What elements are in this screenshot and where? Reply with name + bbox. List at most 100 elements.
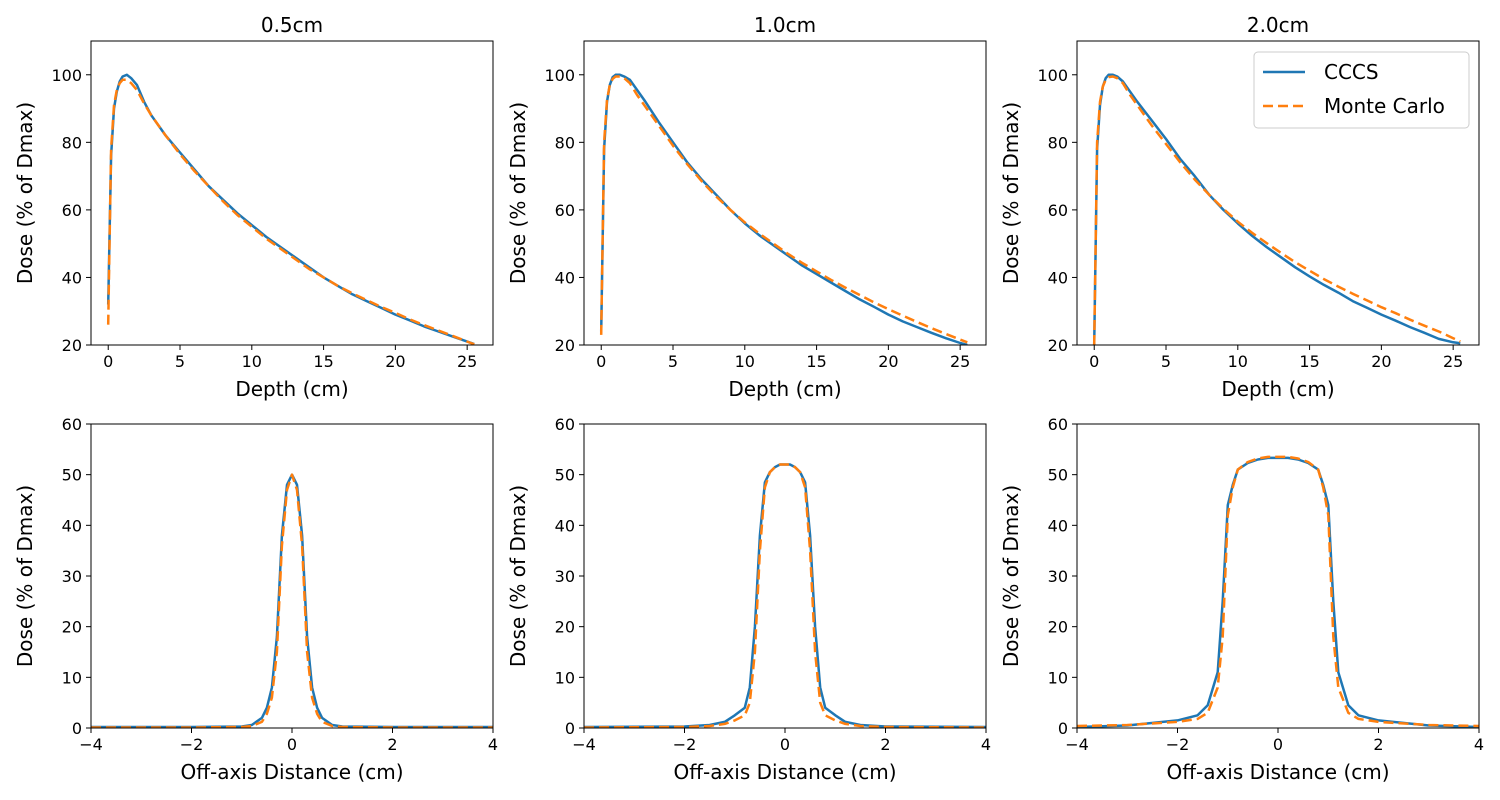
y-axis-label: Dose (% of Dmax) xyxy=(506,102,530,284)
x-axis-label: Depth (cm) xyxy=(728,377,841,401)
y-tick-label: 0 xyxy=(565,719,575,738)
y-tick-label: 100 xyxy=(1037,66,1068,85)
x-tick-label: 5 xyxy=(175,352,185,371)
y-tick-label: 40 xyxy=(555,268,575,287)
series-line-monte-carlo xyxy=(599,75,968,344)
y-tick-label: 80 xyxy=(1048,133,1068,152)
x-tick-label: 10 xyxy=(735,352,755,371)
x-tick-label: −2 xyxy=(180,735,204,754)
y-tick-label: 10 xyxy=(62,668,82,687)
axes-frame xyxy=(1076,40,1480,346)
x-tick-label: −4 xyxy=(572,735,596,754)
chart-panel-2: 0 5 10 15 20 25 20 40 60 80 100 Depth (cm) Dose (% o… xyxy=(506,13,987,401)
x-axis-label: Off-axis Distance (cm) xyxy=(673,760,896,784)
y-tick-label: 20 xyxy=(62,336,82,355)
x-tick-label: −4 xyxy=(1065,735,1089,754)
x-tick-label: 0 xyxy=(103,352,113,371)
y-axis-label: Dose (% of Dmax) xyxy=(999,102,1023,284)
x-tick-label: 20 xyxy=(385,352,405,371)
axes-frame xyxy=(90,40,494,346)
legend-label-monte-carlo: Monte Carlo xyxy=(1324,94,1445,118)
x-tick-label: 5 xyxy=(668,352,678,371)
y-tick-label: 20 xyxy=(62,618,82,637)
series-line-monte-carlo xyxy=(584,463,986,728)
y-tick-label: 60 xyxy=(555,415,575,434)
x-tick-label: 2 xyxy=(387,735,397,754)
chart-title: 0.5cm xyxy=(261,13,323,37)
y-tick-label: 60 xyxy=(1048,415,1068,434)
y-tick-label: 40 xyxy=(62,268,82,287)
y-tick-label: 40 xyxy=(555,516,575,535)
y-axis-label: Dose (% of Dmax) xyxy=(506,485,530,667)
x-tick-label: 25 xyxy=(950,352,970,371)
x-axis-label: Depth (cm) xyxy=(1221,377,1334,401)
series-line-monte-carlo xyxy=(1092,75,1461,345)
y-tick-label: 100 xyxy=(544,66,575,85)
y-tick-label: 50 xyxy=(1048,466,1068,485)
y-tick-label: 20 xyxy=(1048,336,1068,355)
x-tick-label: 10 xyxy=(242,352,262,371)
series-line-cccs xyxy=(1077,456,1479,728)
y-tick-label: 60 xyxy=(1048,201,1068,220)
y-axis-label: Dose (% of Dmax) xyxy=(13,102,37,284)
y-tick-label: 100 xyxy=(51,66,82,85)
y-axis-label: Dose (% of Dmax) xyxy=(13,485,37,667)
x-tick-label: 2 xyxy=(880,735,890,754)
y-tick-label: 20 xyxy=(1048,618,1068,637)
y-tick-label: 10 xyxy=(555,668,575,687)
x-tick-label: 4 xyxy=(981,735,991,754)
x-tick-label: 4 xyxy=(1474,735,1484,754)
legend-box xyxy=(1253,51,1470,129)
x-tick-label: 0 xyxy=(780,735,790,754)
y-tick-label: 50 xyxy=(62,466,82,485)
y-tick-label: 80 xyxy=(62,133,82,152)
series-line-cccs xyxy=(584,463,986,728)
y-axis-label: Dose (% of Dmax) xyxy=(999,485,1023,667)
x-tick-label: 10 xyxy=(1228,352,1248,371)
x-axis-label: Depth (cm) xyxy=(235,377,348,401)
x-tick-label: −2 xyxy=(673,735,697,754)
chart-title: 2.0cm xyxy=(1247,13,1309,37)
x-tick-label: 0 xyxy=(1273,735,1283,754)
x-tick-label: 20 xyxy=(878,352,898,371)
axes-frame xyxy=(90,423,494,729)
x-tick-label: 0 xyxy=(1089,352,1099,371)
y-tick-label: 20 xyxy=(555,336,575,355)
series-line-cccs xyxy=(599,73,968,345)
series-line-monte-carlo xyxy=(91,473,493,728)
y-tick-label: 50 xyxy=(555,466,575,485)
chart-panel-3: 0 5 10 15 20 25 20 40 60 80 100 Depth (cm) Dose (% o… xyxy=(999,13,1480,401)
y-tick-label: 20 xyxy=(555,618,575,637)
series-line-monte-carlo xyxy=(106,78,475,345)
y-tick-label: 30 xyxy=(555,567,575,586)
x-tick-label: 15 xyxy=(313,352,333,371)
x-tick-label: 0 xyxy=(596,352,606,371)
y-tick-label: 10 xyxy=(1048,668,1068,687)
series-line-cccs xyxy=(106,73,475,345)
y-tick-label: 0 xyxy=(72,719,82,738)
axes-frame xyxy=(583,40,987,346)
x-tick-label: −4 xyxy=(79,735,103,754)
y-tick-label: 0 xyxy=(1058,719,1068,738)
y-tick-label: 40 xyxy=(62,516,82,535)
x-tick-label: 15 xyxy=(806,352,826,371)
y-tick-label: 80 xyxy=(555,133,575,152)
x-axis-label: Off-axis Distance (cm) xyxy=(180,760,403,784)
x-tick-label: 20 xyxy=(1371,352,1391,371)
x-axis-label: Off-axis Distance (cm) xyxy=(1166,760,1389,784)
chart-panel-1: 0 5 10 15 20 25 20 40 60 80 100 Depth (cm) Dose (% o… xyxy=(13,13,494,401)
x-tick-label: 0 xyxy=(287,735,297,754)
x-tick-label: 4 xyxy=(488,735,498,754)
series-line-cccs xyxy=(91,473,493,728)
x-tick-label: −2 xyxy=(1166,735,1190,754)
x-tick-label: 5 xyxy=(1161,352,1171,371)
legend: CCCS Monte Carlo xyxy=(1253,51,1470,129)
y-tick-label: 30 xyxy=(1048,567,1068,586)
axes-frame xyxy=(1076,423,1480,729)
y-tick-label: 40 xyxy=(1048,516,1068,535)
x-tick-label: 25 xyxy=(1443,352,1463,371)
axes-frame xyxy=(583,423,987,729)
